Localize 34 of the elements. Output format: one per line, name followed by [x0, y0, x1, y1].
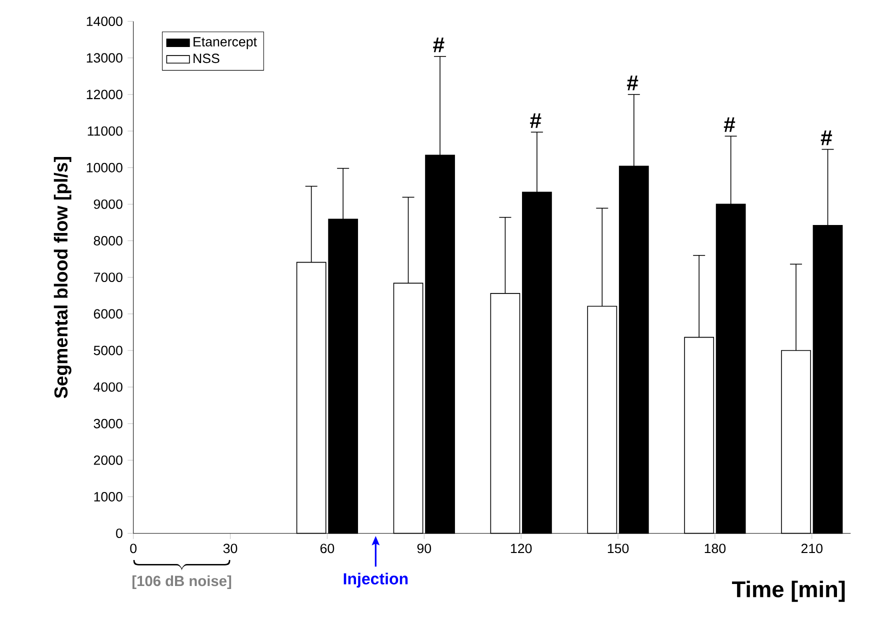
x-axis-title: Time [min] — [732, 580, 845, 602]
annotation: # — [820, 130, 832, 145]
text: [106 dB noise] — [132, 575, 232, 589]
legend-label: NSS — [194, 54, 220, 63]
text: Injection — [344, 572, 408, 588]
annotation: # — [626, 76, 638, 90]
y-tick-label: 13000 — [86, 53, 122, 62]
annotation: # — [433, 37, 444, 52]
x-tick-label: 120 — [510, 544, 532, 554]
y-tick-label: 4000 — [94, 382, 122, 392]
y-tick-label: 6000 — [94, 309, 122, 318]
y-tick-label: 14000 — [86, 16, 122, 26]
legend-label: Etanercept — [194, 37, 257, 49]
x-tick-label: 90 — [417, 544, 432, 554]
y-tick-label: 1000 — [94, 492, 122, 502]
y-tick-label: 12000 — [86, 90, 122, 100]
annotation: # — [530, 113, 542, 128]
y-axis-title: Segmental blood flow [pl/s] — [54, 156, 72, 398]
y-tick-label: 10000 — [86, 162, 122, 172]
annotation: # — [724, 117, 736, 132]
y-tick-label: 8000 — [94, 236, 122, 246]
x-tick-label: 60 — [320, 544, 334, 554]
x-tick-label: 150 — [608, 544, 629, 554]
x-tick-label: 30 — [223, 544, 238, 554]
y-tick-label: 2000 — [94, 455, 122, 465]
y-tick-label: 0 — [116, 528, 122, 538]
y-tick-label: 3000 — [94, 418, 122, 428]
x-tick-label: 0 — [130, 544, 137, 554]
y-tick-label: 11000 — [88, 126, 122, 136]
y-tick-label: 9000 — [94, 199, 122, 209]
x-tick-label: 210 — [801, 544, 822, 554]
y-tick-label: 5000 — [94, 346, 122, 356]
y-tick-label: 7000 — [94, 272, 122, 282]
x-tick-label: 180 — [704, 544, 726, 554]
